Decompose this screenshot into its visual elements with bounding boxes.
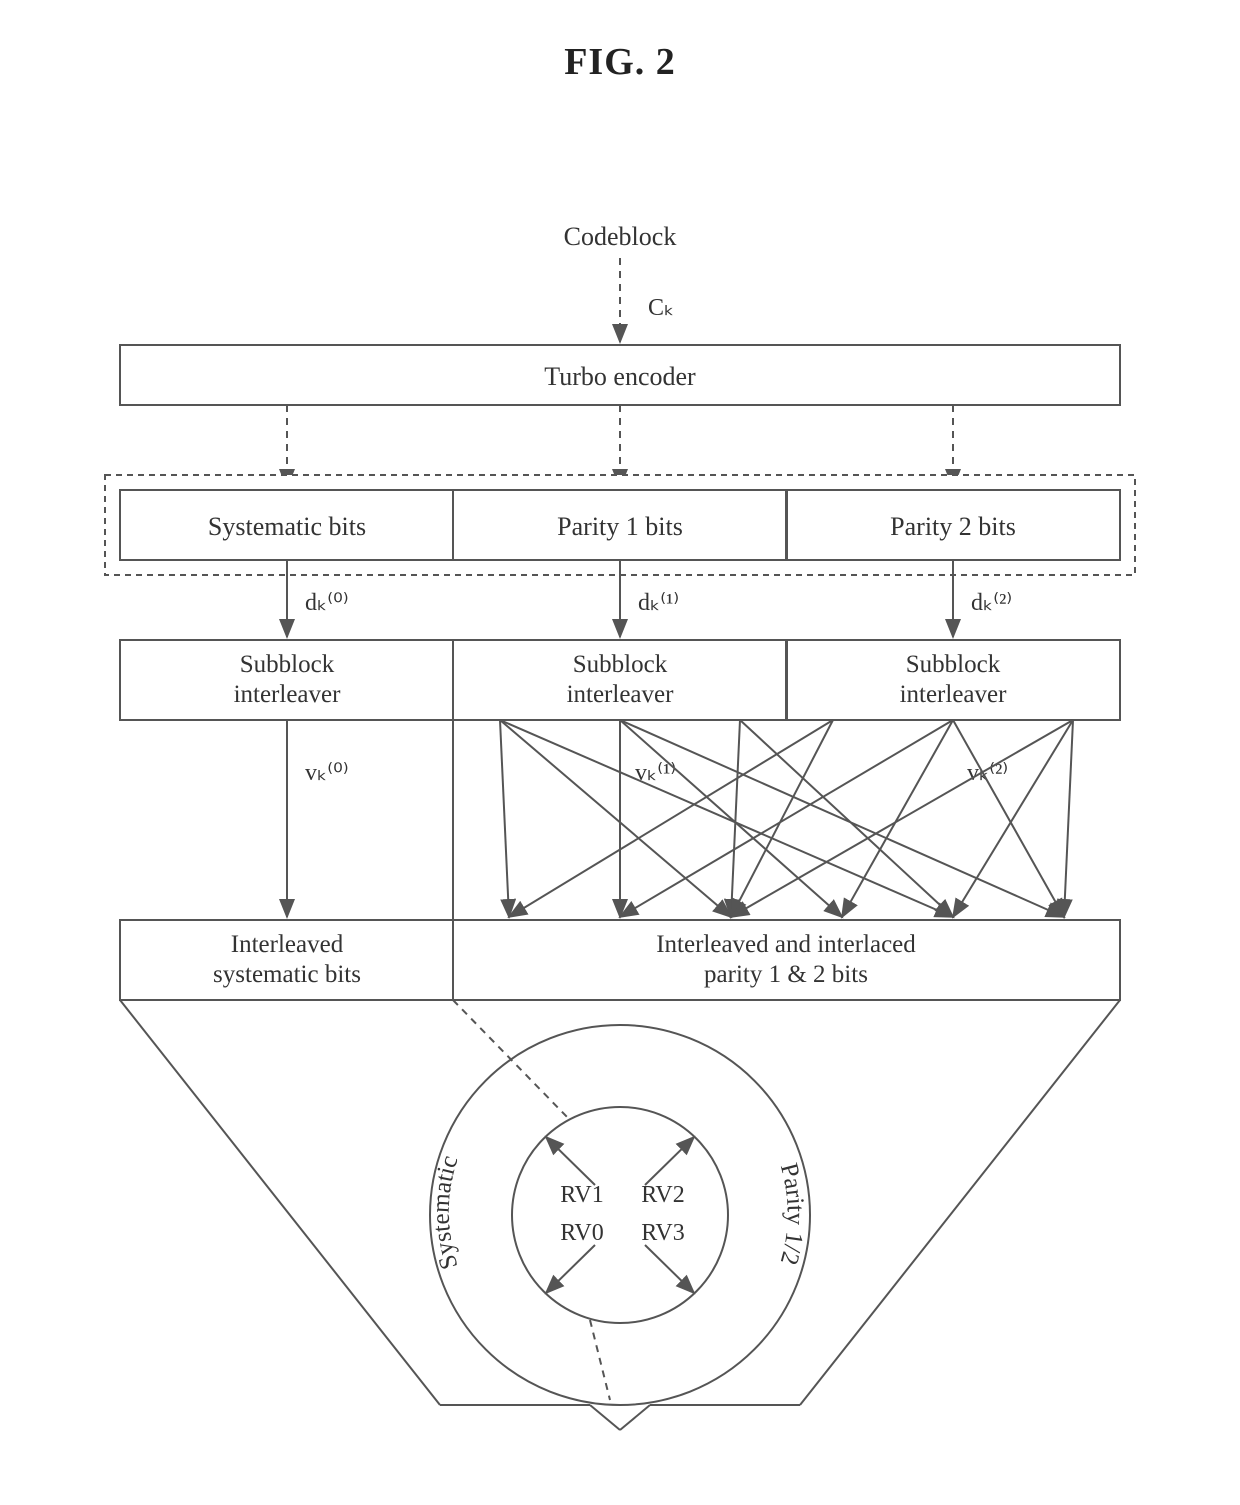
dk0-label: dₖ⁽⁰⁾ [305, 590, 349, 616]
subblock-text-0b: interleaver [234, 681, 342, 708]
turbo-encoder-text: Turbo encoder [544, 362, 696, 391]
vk0-label: vₖ⁽⁰⁾ [305, 760, 349, 786]
interleaved-parity-text-b: parity 1 & 2 bits [704, 961, 868, 988]
inner-circle [512, 1107, 728, 1323]
codeblock-label: Codeblock [564, 222, 677, 251]
parity2-bits-text: Parity 2 bits [890, 512, 1016, 541]
subblock-text-2a: Subblock [906, 651, 1001, 678]
dk2-label: dₖ⁽²⁾ [971, 590, 1012, 616]
interleaved-systematic-text-a: Interleaved [231, 931, 344, 958]
subblock-text-0a: Subblock [240, 651, 335, 678]
systematic-bits-text: Systematic bits [208, 512, 366, 541]
subblock-text-2b: interleaver [900, 681, 1008, 708]
interleaved-systematic-text-b: systematic bits [213, 961, 361, 988]
diagram-svg: Codeblock Cₖ Turbo encoder Systematic bi… [0, 0, 1240, 1505]
parity1-bits-text: Parity 1 bits [557, 512, 683, 541]
rv1-label: RV1 [560, 1182, 603, 1208]
rv3-label: RV3 [641, 1220, 684, 1246]
rv0-label: RV0 [560, 1220, 603, 1246]
subblock-text-1a: Subblock [573, 651, 668, 678]
rv2-label: RV2 [641, 1182, 684, 1208]
ck-label: Cₖ [648, 295, 674, 321]
dk1-label: dₖ⁽¹⁾ [638, 590, 679, 616]
interleaved-parity-text-a: Interleaved and interlaced [656, 931, 916, 958]
subblock-text-1b: interleaver [567, 681, 675, 708]
